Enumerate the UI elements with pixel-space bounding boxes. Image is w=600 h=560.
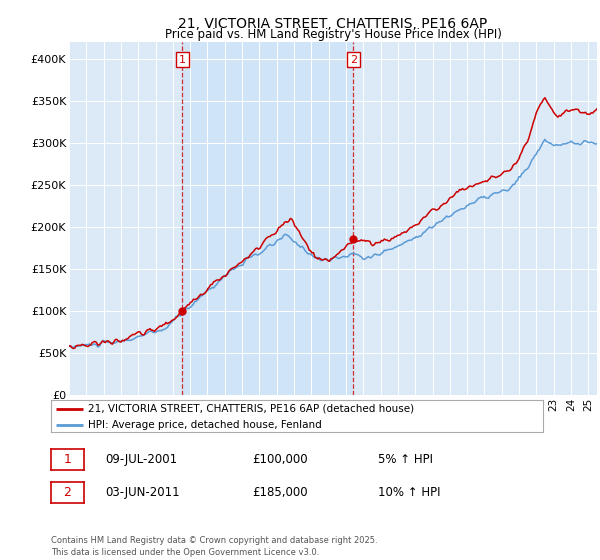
Text: Contains HM Land Registry data © Crown copyright and database right 2025.
This d: Contains HM Land Registry data © Crown c… bbox=[51, 536, 377, 557]
Text: 2: 2 bbox=[350, 55, 357, 64]
Text: 09-JUL-2001: 09-JUL-2001 bbox=[105, 452, 177, 466]
Text: 1: 1 bbox=[179, 55, 186, 64]
Text: Price paid vs. HM Land Registry's House Price Index (HPI): Price paid vs. HM Land Registry's House … bbox=[164, 28, 502, 41]
Text: £185,000: £185,000 bbox=[252, 486, 308, 500]
Text: 5% ↑ HPI: 5% ↑ HPI bbox=[378, 452, 433, 466]
Text: 21, VICTORIA STREET, CHATTERIS, PE16 6AP (detached house): 21, VICTORIA STREET, CHATTERIS, PE16 6AP… bbox=[88, 404, 414, 414]
Text: HPI: Average price, detached house, Fenland: HPI: Average price, detached house, Fenl… bbox=[88, 420, 322, 430]
Text: 1: 1 bbox=[64, 452, 71, 466]
Bar bbox=[182, 42, 353, 395]
Text: 10% ↑ HPI: 10% ↑ HPI bbox=[378, 486, 440, 500]
Text: 2: 2 bbox=[64, 486, 71, 500]
Text: 03-JUN-2011: 03-JUN-2011 bbox=[105, 486, 179, 500]
Text: 21, VICTORIA STREET, CHATTERIS, PE16 6AP: 21, VICTORIA STREET, CHATTERIS, PE16 6AP bbox=[178, 17, 488, 31]
Text: £100,000: £100,000 bbox=[252, 452, 308, 466]
